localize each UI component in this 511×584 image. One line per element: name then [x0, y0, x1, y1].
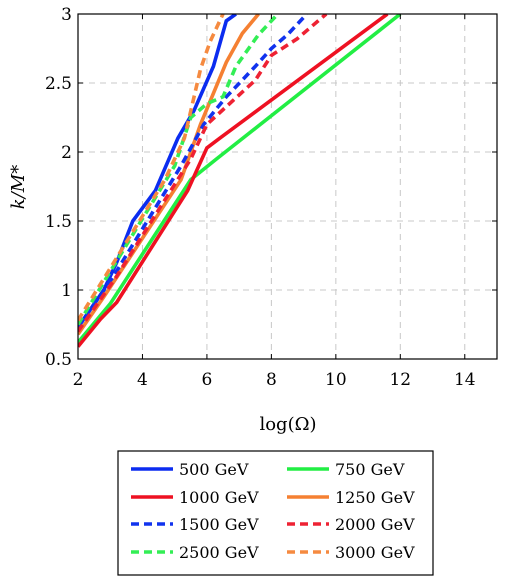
legend-box — [117, 450, 434, 576]
x-tick-label: 2 — [73, 370, 84, 390]
series-line-3000-gev — [78, 14, 225, 322]
x-tick-label: 8 — [266, 370, 277, 390]
y-tick-label: 1.5 — [45, 212, 72, 232]
x-axis-label: log(Ω) — [259, 414, 316, 435]
y-tick-label: 3 — [61, 5, 72, 25]
legend-label: 3000 GeV — [335, 543, 415, 562]
series-line-1000-gev — [78, 14, 389, 348]
legend-label: 2500 GeV — [179, 543, 259, 562]
legend-label: 500 GeV — [179, 460, 249, 479]
x-tick-label: 10 — [325, 370, 347, 390]
y-axis-label: k/M* — [8, 165, 29, 209]
y-tick-label: 2 — [61, 143, 72, 163]
legend-label: 750 GeV — [335, 460, 405, 479]
plot-area-frame — [77, 13, 498, 360]
axis-ticks: 2 4 6 8 10 12 14 0.5 1 1.5 2 2.5 3 — [45, 5, 497, 390]
x-tick-label: 14 — [454, 370, 476, 390]
legend-label: 1000 GeV — [179, 488, 259, 507]
legend-label: 2000 GeV — [335, 515, 415, 534]
y-tick-label: 0.5 — [45, 350, 72, 370]
grid — [78, 14, 497, 359]
y-tick-label: 2.5 — [45, 74, 72, 94]
y-tick-label: 1 — [61, 281, 72, 301]
legend-label: 1500 GeV — [179, 515, 259, 534]
series-lines — [78, 14, 402, 348]
x-tick-label: 4 — [137, 370, 148, 390]
series-line-2500-gev — [78, 14, 280, 326]
series-line-2000-gev — [78, 14, 328, 333]
legend: 500 GeV 750 GeV 1000 GeV 1250 GeV 1500 GeV 20… — [117, 450, 434, 576]
legend-label: 1250 GeV — [335, 488, 415, 507]
x-tick-label: 6 — [202, 370, 213, 390]
series-line-1500-gev — [78, 14, 309, 329]
x-tick-label: 12 — [389, 370, 411, 390]
series-line-500-gev — [78, 14, 237, 329]
